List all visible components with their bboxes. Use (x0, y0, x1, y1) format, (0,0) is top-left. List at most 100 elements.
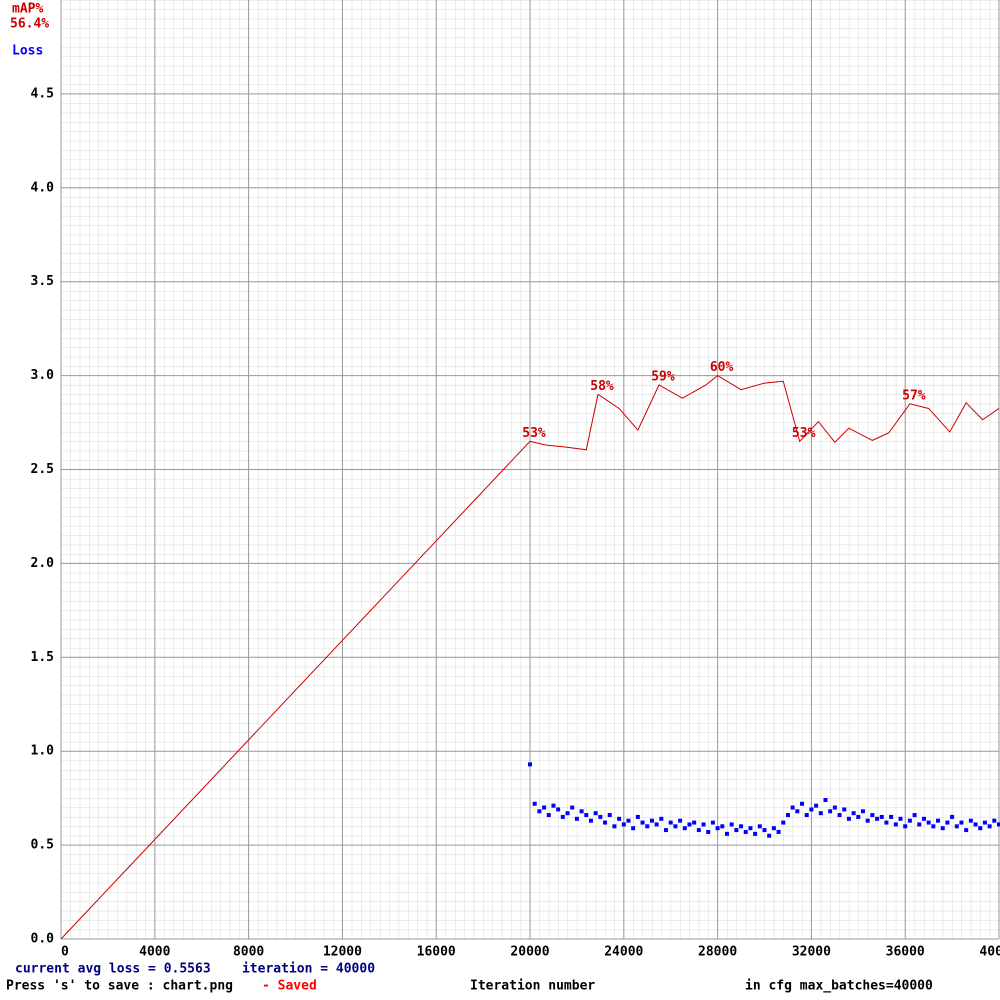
loss-point (800, 801, 805, 806)
loss-point (987, 824, 992, 829)
data-label: 53% (792, 426, 816, 441)
loss-point (771, 826, 776, 831)
loss-point (917, 822, 922, 827)
loss-point (724, 831, 729, 836)
loss-point (997, 822, 1000, 827)
loss-point (734, 828, 739, 833)
loss-point (846, 816, 851, 821)
loss-point (964, 828, 969, 833)
loss-point (832, 805, 837, 810)
loss-point (664, 828, 669, 833)
status-line: current avg loss = 0.5563 iteration = 40… (15, 962, 375, 977)
loss-point (860, 809, 865, 814)
loss-point (692, 820, 697, 825)
loss-point (673, 824, 678, 829)
loss-point (842, 807, 847, 812)
loss-point (546, 813, 551, 818)
labels: 0.0 0.5 1.0 1.5 2.0 2.5 3.0 3.5 4.0 4.5 0 4000 8000 1… (31, 86, 1000, 959)
loss-point (556, 807, 561, 812)
loss-point (542, 805, 547, 810)
loss-point (936, 818, 941, 823)
loss-point (710, 820, 715, 825)
loss-point (588, 818, 593, 823)
loss-point (659, 816, 664, 821)
loss-point (537, 809, 542, 814)
marks (60, 374, 1000, 940)
loss-point (626, 818, 631, 823)
x-tick-label: 12000 (323, 945, 362, 960)
loss-point (945, 820, 950, 825)
loss-point (682, 826, 687, 831)
loss-point (870, 813, 875, 818)
loss-point (560, 814, 565, 819)
loss-point (668, 820, 673, 825)
y-tick-label: 3.0 (31, 368, 55, 383)
data-label: 53% (522, 426, 546, 441)
loss-point (528, 762, 532, 767)
data-label: 59% (651, 369, 675, 384)
x-tick-label: 8000 (233, 945, 264, 960)
loss-point (757, 824, 762, 829)
loss-point (879, 814, 884, 819)
x-tick-label: 28000 (698, 945, 737, 960)
y-tick-label: 0.0 (31, 932, 55, 947)
y-tick-label: 1.0 (31, 744, 55, 759)
data-label: 60% (710, 360, 734, 375)
loss-point (781, 820, 786, 825)
y-tick-label: 1.5 (31, 650, 54, 665)
loss-point (959, 820, 964, 825)
loss-point (776, 829, 781, 834)
loss-point (992, 818, 997, 823)
loss-point (645, 824, 650, 829)
loss-point (649, 818, 654, 823)
loss-point (785, 813, 790, 818)
loss-point (931, 824, 936, 829)
data-label: 58% (590, 379, 614, 394)
loss-point (814, 803, 819, 808)
loss-point (621, 822, 626, 827)
loss-point (696, 828, 701, 833)
map-line (60, 374, 1000, 940)
loss-point (574, 816, 579, 821)
loss-point (856, 814, 861, 819)
loss-point (579, 809, 584, 814)
loss-point (715, 826, 720, 831)
loss-point (631, 826, 636, 831)
loss-point (907, 818, 912, 823)
x-tick-label: 0 (61, 945, 69, 960)
loss-point (818, 811, 823, 816)
saved-note: - Saved (262, 979, 317, 994)
loss-point (635, 814, 640, 819)
loss-point (612, 824, 617, 829)
loss-point (593, 811, 598, 816)
loss-point (968, 818, 973, 823)
loss-point (598, 814, 603, 819)
loss-point (898, 816, 903, 821)
loss-point (706, 829, 711, 834)
grid (60, 0, 1000, 940)
loss-point (903, 824, 908, 829)
loss-point (603, 820, 608, 825)
loss-point (790, 805, 795, 810)
loss-point (565, 811, 570, 816)
loss-point (912, 813, 917, 818)
loss-point (823, 798, 828, 803)
loss-point (940, 826, 945, 831)
loss-point (654, 822, 659, 827)
loss-point (809, 807, 814, 812)
loss-point (678, 818, 683, 823)
loss-point (973, 822, 978, 827)
map-readout: 56.4% (10, 17, 49, 32)
loss-point (950, 814, 955, 819)
loss-point (767, 833, 772, 838)
x-tick-label: 20000 (510, 945, 549, 960)
loss-point (795, 809, 800, 814)
x-tick-label: 4000 (139, 945, 170, 960)
loss-point (739, 824, 744, 829)
loss-point (720, 824, 725, 829)
loss-point (687, 822, 692, 827)
loss-point (584, 813, 589, 818)
y-tick-label: 4.5 (31, 86, 54, 101)
